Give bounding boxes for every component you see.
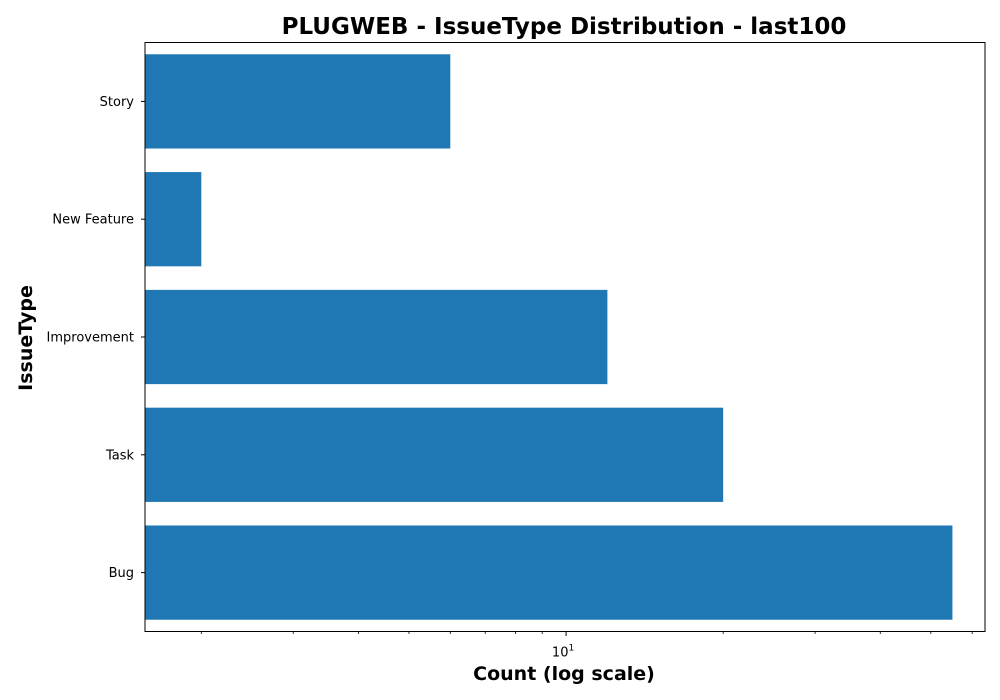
bar-story: [145, 54, 451, 149]
y-tick-label: Task: [105, 448, 135, 463]
y-tick-label: Bug: [109, 566, 134, 581]
bar-bug: [145, 525, 953, 620]
y-axis-ticks: Bug Task Improvement New Feature Story: [47, 95, 145, 581]
bar-improvement: [145, 289, 608, 385]
bars-group: [145, 54, 953, 620]
y-tick-label: Improvement: [47, 331, 134, 346]
plot-frame: [144, 42, 986, 632]
x-axis-label: Count (log scale): [473, 663, 655, 685]
bar-new-feature: [145, 172, 202, 267]
y-tick-label: New Feature: [52, 213, 134, 228]
y-tick-label: Story: [100, 95, 135, 110]
chart-title: PLUGWEB - IssueType Distribution - last1…: [282, 14, 847, 40]
bar-task: [145, 407, 724, 502]
y-axis-label: IssueType: [15, 285, 37, 391]
